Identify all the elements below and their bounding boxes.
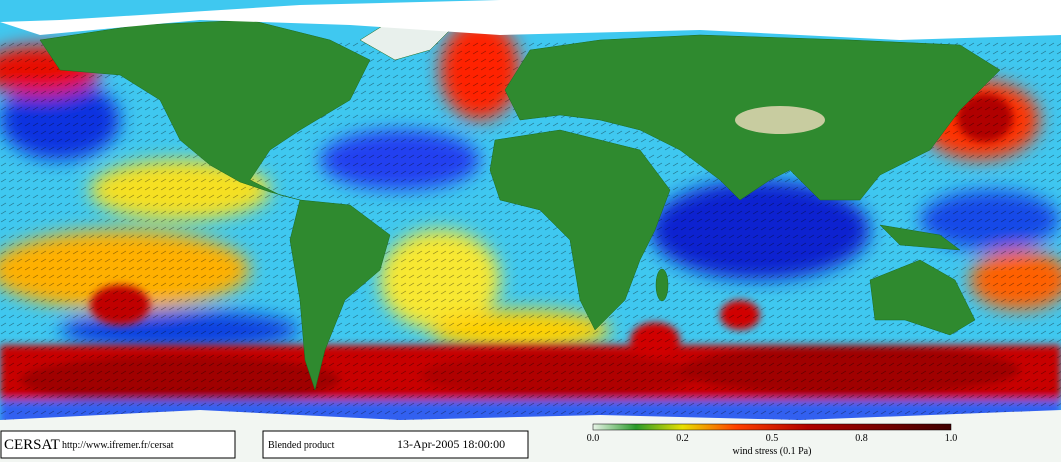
colorbar-label: wind stress (0.1 Pa) (733, 446, 812, 457)
colorbar-tick-label: 1.0 (945, 433, 958, 444)
colorbar-tick-label: 0.8 (855, 433, 868, 444)
product-box (262, 430, 529, 459)
colorbar-tick-label: 0.5 (766, 433, 779, 444)
logo-box (0, 430, 236, 459)
colorbar-ramp (592, 423, 952, 431)
footer: CERSAT http://www.ifremer.fr/cersat Blen… (0, 430, 529, 459)
product: Blended product (268, 440, 335, 451)
colorbar: 0.0 0.2 0.5 0.8 1.0 wind stress (0.1 Pa) (587, 423, 958, 457)
colorbar-ticks: 0.0 0.2 0.5 0.8 1.0 (587, 433, 958, 444)
url: http://www.ifremer.fr/cersat (62, 440, 174, 451)
logo: CERSAT (4, 437, 60, 453)
colorbar-tick-label: 0.0 (587, 433, 600, 444)
timestamp: 13-Apr-2005 18:00:00 (397, 437, 505, 451)
colorbar-tick-label: 0.2 (676, 433, 689, 444)
